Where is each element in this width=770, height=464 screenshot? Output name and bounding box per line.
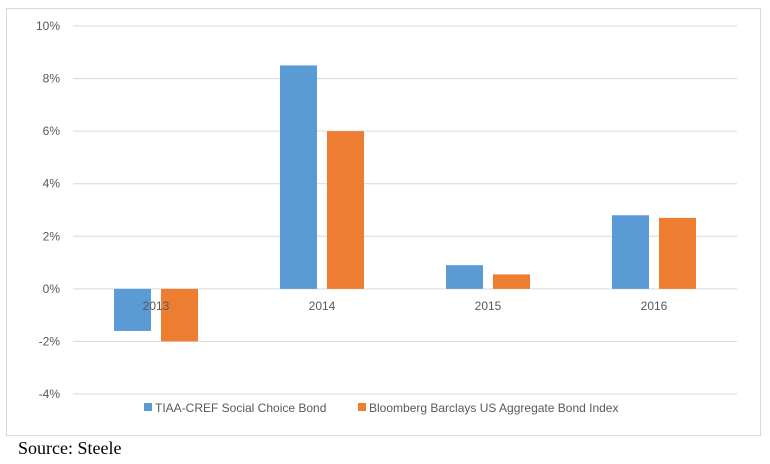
y-tick-label: 6% — [43, 124, 61, 138]
bar-series2-2016 — [659, 217, 696, 289]
y-tick-label: -4% — [39, 387, 61, 401]
bar-series2-2015 — [493, 274, 530, 289]
x-tick-label: 2013 — [143, 299, 170, 313]
bar-series2-2014 — [327, 131, 364, 289]
y-tick-label: 10% — [36, 19, 60, 33]
y-axis-labels: -4% -2% 0% 2% 4% 6% 8% 10% — [36, 19, 60, 401]
y-tick-label: 8% — [43, 72, 61, 86]
y-tick-label: 4% — [43, 177, 61, 191]
x-tick-label: 2016 — [641, 299, 668, 313]
source-caption: Source: Steele — [18, 438, 122, 458]
x-tick-label: 2015 — [475, 299, 502, 313]
x-tick-label: 2014 — [309, 299, 336, 313]
legend-swatch-series1 — [144, 403, 152, 411]
bar-series1-2013 — [114, 288, 151, 331]
bar-series1-2015 — [446, 265, 483, 289]
bar-series2-2013 — [161, 288, 198, 342]
legend-swatch-series2 — [358, 403, 366, 411]
y-tick-label: 2% — [43, 229, 61, 243]
bar-series1-2014 — [280, 65, 317, 289]
legend-label-series1: TIAA-CREF Social Choice Bond — [155, 401, 326, 415]
bar-series1-2016 — [612, 215, 649, 289]
bars — [114, 65, 696, 342]
y-tick-label: -2% — [39, 334, 61, 348]
legend-label-series2: Bloomberg Barclays US Aggregate Bond Ind… — [369, 401, 618, 415]
x-axis-labels: 2013 2014 2015 2016 — [143, 299, 668, 313]
y-tick-label: 0% — [43, 282, 61, 296]
legend: TIAA-CREF Social Choice Bond Bloomberg Ba… — [144, 401, 618, 415]
